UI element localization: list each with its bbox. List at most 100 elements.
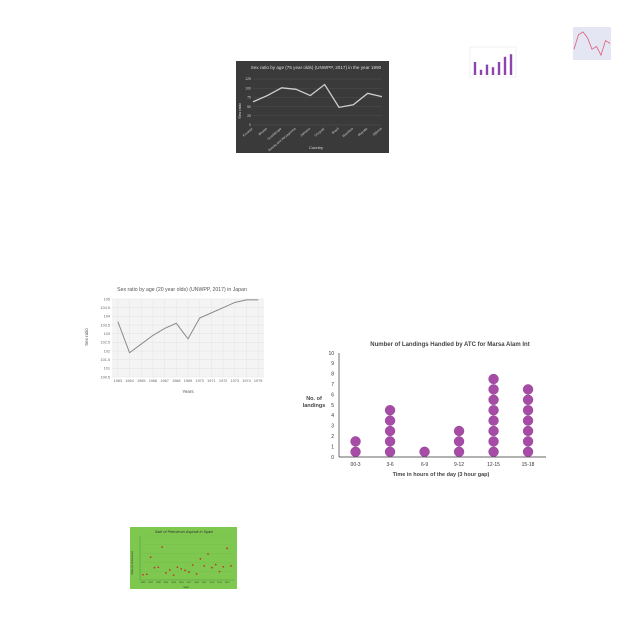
x-tick-label: 1969 bbox=[184, 379, 192, 383]
point bbox=[165, 572, 167, 574]
point bbox=[161, 546, 164, 548]
y-tick-label: 100.5 bbox=[100, 375, 110, 379]
x-tick-label: 1972 bbox=[219, 379, 227, 383]
y-tick-label: 5 bbox=[331, 403, 334, 409]
y-tick-label: 101.5 bbox=[100, 358, 110, 362]
x-tick-label: 2017 bbox=[225, 582, 231, 584]
point bbox=[226, 547, 229, 550]
x-tick-label: 1967 bbox=[160, 379, 168, 383]
x-tick-label: Uruguay bbox=[313, 126, 325, 137]
y-tick-label: 101 bbox=[104, 367, 110, 371]
y-tick-label: 3 bbox=[331, 424, 334, 430]
chart-background bbox=[236, 61, 389, 153]
chart-frame bbox=[296, 336, 558, 482]
x-tick-label: 1970 bbox=[195, 379, 203, 383]
chart-title: Sex ratio by age (20 year olds) (UNWPP, … bbox=[117, 287, 247, 293]
point bbox=[222, 565, 225, 568]
point bbox=[142, 573, 144, 576]
point bbox=[195, 572, 198, 575]
x-axis-label: Country bbox=[309, 145, 323, 150]
bar bbox=[485, 64, 489, 75]
y-tick-label: 8 bbox=[331, 372, 334, 378]
y-tick-label: 2 bbox=[331, 434, 334, 440]
bar bbox=[509, 54, 513, 75]
x-tick-label: 12-15 bbox=[487, 462, 500, 468]
x-tick-label: 1974 bbox=[242, 379, 250, 383]
bar bbox=[497, 62, 501, 75]
point bbox=[180, 568, 183, 570]
x-tick-label: 2015 bbox=[217, 582, 223, 584]
y-tick-label: 4 bbox=[331, 413, 334, 419]
dot bbox=[350, 446, 361, 457]
point bbox=[145, 573, 148, 576]
y-tick-label: 104.5 bbox=[100, 306, 110, 310]
x-tick-label: Mauritius bbox=[341, 126, 354, 138]
x-tick-label: 1964 bbox=[125, 379, 133, 383]
y-tick-label: 125 bbox=[245, 77, 251, 81]
point bbox=[199, 557, 202, 560]
x-tick-label: 6-9 bbox=[421, 462, 428, 468]
x-tick-label: 1973 bbox=[231, 379, 239, 383]
dot bbox=[522, 394, 534, 405]
x-tick-label: Brazil bbox=[331, 127, 340, 135]
y-tick-label: 50 bbox=[247, 105, 251, 109]
x-tick-label: 15-18 bbox=[522, 462, 535, 468]
x-tick-label: Ecuador bbox=[242, 126, 254, 137]
x-tick-label: 2005 bbox=[179, 582, 185, 584]
dot bbox=[453, 446, 465, 457]
x-axis-label: Year bbox=[183, 585, 189, 589]
x-tick-label: 1995 bbox=[141, 582, 147, 584]
point bbox=[218, 570, 221, 573]
y-tick-label: 102 bbox=[104, 349, 110, 353]
y-axis-label: Sex ratio bbox=[84, 328, 89, 346]
point bbox=[207, 553, 209, 555]
x-tick-label: Bhutan bbox=[258, 127, 268, 137]
landings-dot-chart: Number of Landings Handled by ATC for Ma… bbox=[296, 336, 558, 482]
dot bbox=[384, 425, 396, 437]
sex-ratio-1990-svg: Sex ratio by age (75 year olds) (UNWPP, … bbox=[236, 61, 389, 153]
y-axis-label: Sales (in thousands) bbox=[130, 551, 134, 575]
sex-ratio-japan-chart: Sex ratio by age (20 year olds) (UNWPP, … bbox=[82, 282, 272, 398]
y-tick-label: 0 bbox=[331, 455, 334, 461]
y-tick-label: 102.5 bbox=[100, 341, 110, 345]
y-axis-label: Sex ratio bbox=[237, 102, 242, 119]
point bbox=[188, 571, 190, 573]
point bbox=[184, 569, 186, 572]
pink-line-thumbnail bbox=[568, 24, 614, 66]
series-line bbox=[117, 299, 259, 354]
y-tick-label: 9 bbox=[331, 361, 334, 367]
petroleum-spain-chart: Sale of Petroleum Asphalt in Spain Year … bbox=[130, 527, 237, 589]
bar bbox=[503, 56, 507, 75]
x-tick-label: 1971 bbox=[207, 379, 215, 383]
dot bbox=[522, 384, 534, 395]
sex-ratio-1990-chart: Sex ratio by age (75 year olds) (UNWPP, … bbox=[236, 61, 389, 153]
y-tick-label: 10 bbox=[328, 351, 334, 357]
dot bbox=[488, 384, 499, 395]
landings-dot-svg: Number of Landings Handled by ATC for Ma… bbox=[296, 336, 558, 482]
dot bbox=[384, 405, 396, 416]
point bbox=[176, 566, 179, 569]
dot bbox=[488, 373, 499, 385]
x-tick-label: 2007 bbox=[186, 582, 192, 584]
y-tick-label: 104 bbox=[104, 315, 110, 319]
y-tick-label: 7 bbox=[331, 382, 334, 388]
x-axis-label: Time in hours of the day (3 hour gap) bbox=[393, 472, 490, 478]
x-tick-label: Jamaica bbox=[299, 127, 311, 138]
pink-line-svg bbox=[568, 24, 614, 66]
point bbox=[149, 556, 152, 559]
dot bbox=[488, 405, 499, 416]
bar bbox=[479, 69, 483, 75]
purple-bar-svg bbox=[462, 45, 522, 82]
x-tick-label: 1975 bbox=[254, 379, 262, 383]
x-tick-label: 3-6 bbox=[386, 462, 393, 468]
y-axis-label-box: No. of landings bbox=[303, 396, 326, 409]
dot bbox=[384, 436, 396, 447]
y-tick-label: 103 bbox=[104, 332, 110, 336]
dot bbox=[419, 446, 430, 457]
x-tick-label: 1997 bbox=[148, 582, 154, 584]
plot-area bbox=[573, 27, 611, 60]
dot bbox=[488, 415, 499, 426]
y-tick-label: 25 bbox=[247, 114, 251, 118]
y-tick-label: 100 bbox=[245, 86, 251, 90]
point bbox=[214, 563, 217, 566]
